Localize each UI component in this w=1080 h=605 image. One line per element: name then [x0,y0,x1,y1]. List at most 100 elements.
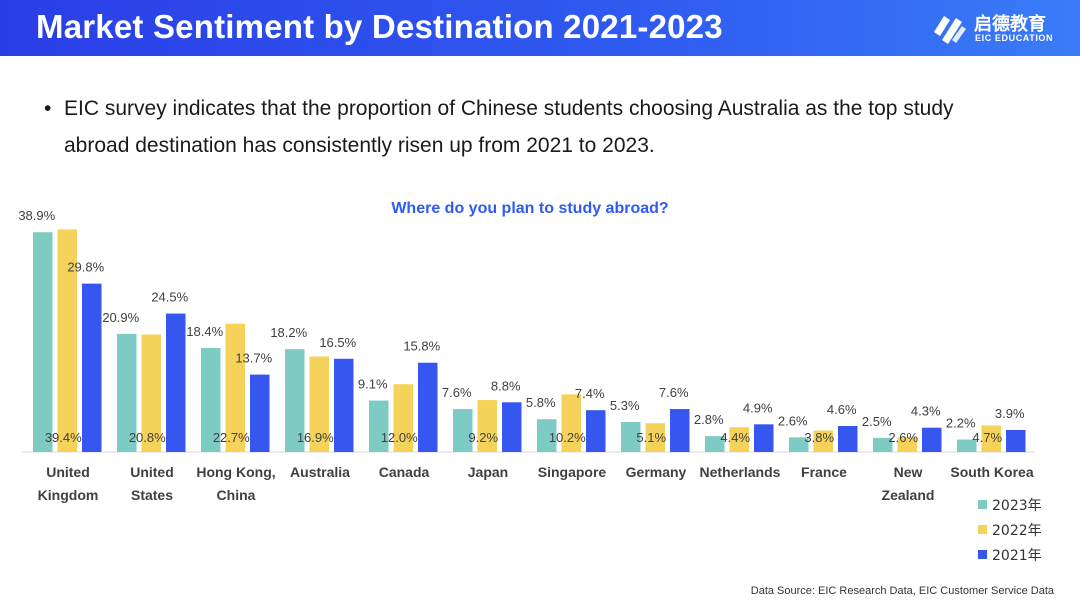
category-label-10-0: New [894,464,923,480]
category-label-5-0: Japan [468,464,508,480]
bar-2-7 [670,409,690,452]
data-label-0-5: 7.6% [442,385,472,400]
bar-0-1 [117,333,137,452]
data-label-1-1: 20.8% [129,430,166,445]
bar-2-8 [754,424,774,452]
data-label-0-3: 18.2% [270,325,307,340]
legend-swatch-1 [978,525,987,534]
data-label-1-4: 12.0% [381,430,418,445]
bar-2-11 [1006,429,1026,452]
bar-1-11 [981,425,1001,452]
data-label-2-8: 4.9% [743,400,773,415]
data-label-1-5: 9.2% [468,430,498,445]
bar-0-9 [789,437,809,452]
data-label-0-4: 9.1% [358,377,388,392]
chart-title: Where do you plan to study abroad? [391,200,668,217]
data-label-0-6: 5.8% [526,395,556,410]
data-label-1-8: 4.4% [720,430,750,445]
bar-2-3 [334,358,354,452]
data-label-1-7: 5.1% [636,430,666,445]
legend-label-2: 2021年 [992,547,1042,564]
bar-2-6 [586,410,606,452]
category-label-11-0: South Korea [950,464,1033,480]
logo-text-en: EIC EDUCATION [975,33,1054,43]
category-label-7-0: Germany [626,464,687,480]
data-label-0-0: 38.9% [18,208,55,223]
bar-2-2 [250,374,270,452]
data-label-2-9: 4.6% [827,402,857,417]
data-label-1-9: 3.8% [804,430,834,445]
bullet-text: EIC survey indicates that the proportion… [64,97,954,157]
header-banner: Market Sentiment by Destination 2021-202… [0,0,1080,56]
bar-0-2 [201,348,221,452]
eic-logo-icon [934,16,966,44]
bar-1-7 [645,423,665,452]
data-label-1-11: 4.7% [972,430,1002,445]
category-label-2-1: China [217,487,256,503]
bar-1-5 [477,400,497,452]
category-label-1-0: United [130,464,174,480]
logo-text-cn: 启德教育 [974,14,1046,35]
data-label-2-6: 7.4% [575,386,605,401]
category-label-0-0: United [46,464,90,480]
bar-0-4 [369,400,389,452]
category-label-3-0: Australia [290,464,350,480]
data-label-0-8: 2.8% [694,412,724,427]
bar-2-10 [922,427,942,452]
legend-item-0: 2023年 [978,492,1042,517]
bar-0-7 [621,422,641,452]
bar-2-0 [82,283,102,452]
data-label-2-3: 16.5% [319,335,356,350]
legend-swatch-2 [978,550,987,559]
bar-1-0 [57,229,77,452]
data-label-2-2: 13.7% [235,351,272,366]
bar-2-1 [166,313,186,452]
bar-1-10 [897,437,917,452]
data-label-2-11: 3.9% [995,406,1025,421]
data-label-1-0: 39.4% [45,430,82,445]
bar-1-8 [729,427,749,452]
data-label-0-1: 20.9% [102,310,139,325]
category-label-4-0: Canada [379,464,430,480]
data-label-0-9: 2.6% [778,413,808,428]
category-label-0-1: Kingdom [38,487,99,503]
data-label-2-1: 24.5% [151,290,188,305]
bar-0-11 [957,439,977,452]
bar-0-10 [873,437,893,452]
bar-0-8 [705,436,725,452]
data-label-2-4: 15.8% [403,339,440,354]
bar-1-9 [813,430,833,452]
data-label-2-5: 8.8% [491,378,521,393]
bar-2-9 [838,426,858,452]
data-label-0-7: 5.3% [610,398,640,413]
bar-2-5 [502,402,522,452]
category-label-10-1: Zealand [882,487,935,503]
bar-0-0 [33,232,53,452]
data-label-1-3: 16.9% [297,430,334,445]
page-title: Market Sentiment by Destination 2021-202… [36,8,723,45]
data-label-0-10: 2.5% [862,414,892,429]
bar-2-4 [418,362,438,452]
chart-legend: 2023年 2022年 2021年 [978,492,1042,567]
data-label-1-10: 2.6% [888,430,918,445]
category-label-2-0: Hong Kong, [196,464,275,480]
bar-1-1 [141,334,161,452]
category-label-9-0: France [801,464,847,480]
data-label-1-6: 10.2% [549,430,586,445]
bar-1-3 [309,356,329,452]
data-label-2-7: 7.6% [659,385,689,400]
data-label-2-0: 29.8% [67,260,104,275]
category-label-8-0: Netherlands [700,464,781,480]
legend-label-0: 2023年 [992,497,1042,514]
data-label-2-10: 4.3% [911,404,941,419]
bar-chart: Where do you plan to study abroad? 38.9% 3… [18,200,1035,503]
data-label-1-2: 22.7% [213,430,250,445]
legend-item-1: 2022年 [978,517,1042,542]
bar-1-6 [561,394,581,452]
bullet-dot: • [44,97,52,120]
legend-label-1: 2022年 [992,522,1042,539]
bar-0-6 [537,419,557,452]
bar-0-5 [453,409,473,452]
legend-swatch-0 [978,500,987,509]
category-label-1-1: States [131,487,173,503]
